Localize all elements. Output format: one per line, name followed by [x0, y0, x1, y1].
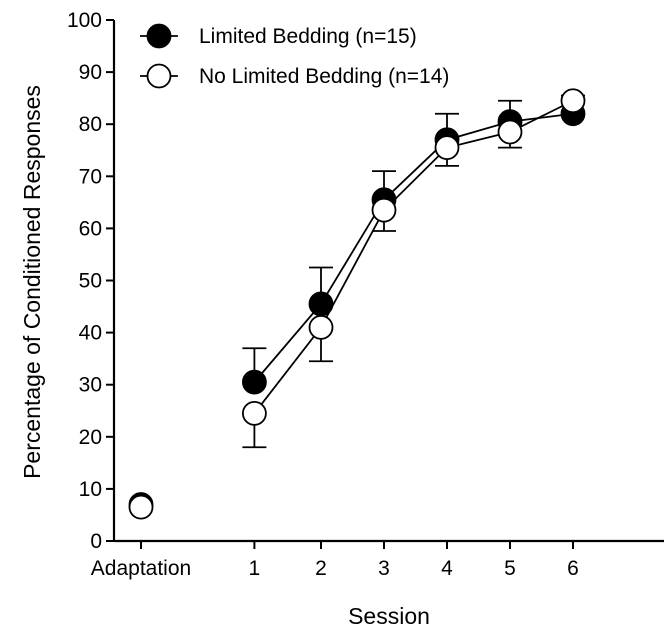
x-tick-label: 1: [249, 557, 261, 580]
legend-open-marker: [146, 63, 172, 89]
open-data-point: [241, 400, 267, 426]
y-tick-label: 0: [90, 530, 102, 553]
y-tick-label: 40: [79, 322, 102, 345]
legend-filled-marker: [146, 23, 172, 49]
legend: Limited Bedding (n=15) No Limited Bedding…: [140, 23, 449, 89]
y-tick-label: 70: [79, 165, 102, 188]
x-tick-label: 3: [378, 557, 390, 580]
y-tick-label: 100: [67, 9, 102, 32]
x-tick-label: 5: [504, 557, 516, 580]
open-data-point: [371, 197, 397, 223]
x-tick-label: 2: [315, 557, 327, 580]
open-data-point: [497, 119, 523, 145]
y-tick-label: 80: [79, 113, 102, 136]
open-data-point: [560, 88, 586, 114]
x-tick-label: 4: [441, 557, 453, 580]
y-axis-title: Percentage of Conditioned Responses: [19, 85, 45, 479]
legend-label: Limited Bedding (n=15): [199, 25, 417, 48]
y-tick-label: 50: [79, 270, 102, 293]
y-tick-label: 10: [79, 478, 102, 501]
x-axis-title: Session: [348, 603, 430, 629]
axes: 0 10 20 30 40 50 60 70 80 90 100 Adaptation 1 2 3 4 5 6: [67, 9, 664, 580]
y-tick-label: 90: [79, 61, 102, 84]
open-data-point: [434, 135, 460, 161]
series-line: [253, 112, 574, 383]
x-tick-label: 6: [567, 557, 579, 580]
filled-data-point: [241, 369, 267, 395]
open-data-point: [128, 494, 154, 520]
filled-data-point: [308, 291, 334, 317]
open-data-point: [308, 314, 334, 340]
y-tick-label: 20: [79, 426, 102, 449]
legend-label: No Limited Bedding (n=14): [199, 65, 449, 88]
x-tick-label: Adaptation: [91, 557, 191, 580]
y-tick-label: 30: [79, 374, 102, 397]
series-line: [253, 99, 574, 414]
plot-marks: [128, 88, 586, 520]
y-tick-label: 60: [79, 217, 102, 240]
